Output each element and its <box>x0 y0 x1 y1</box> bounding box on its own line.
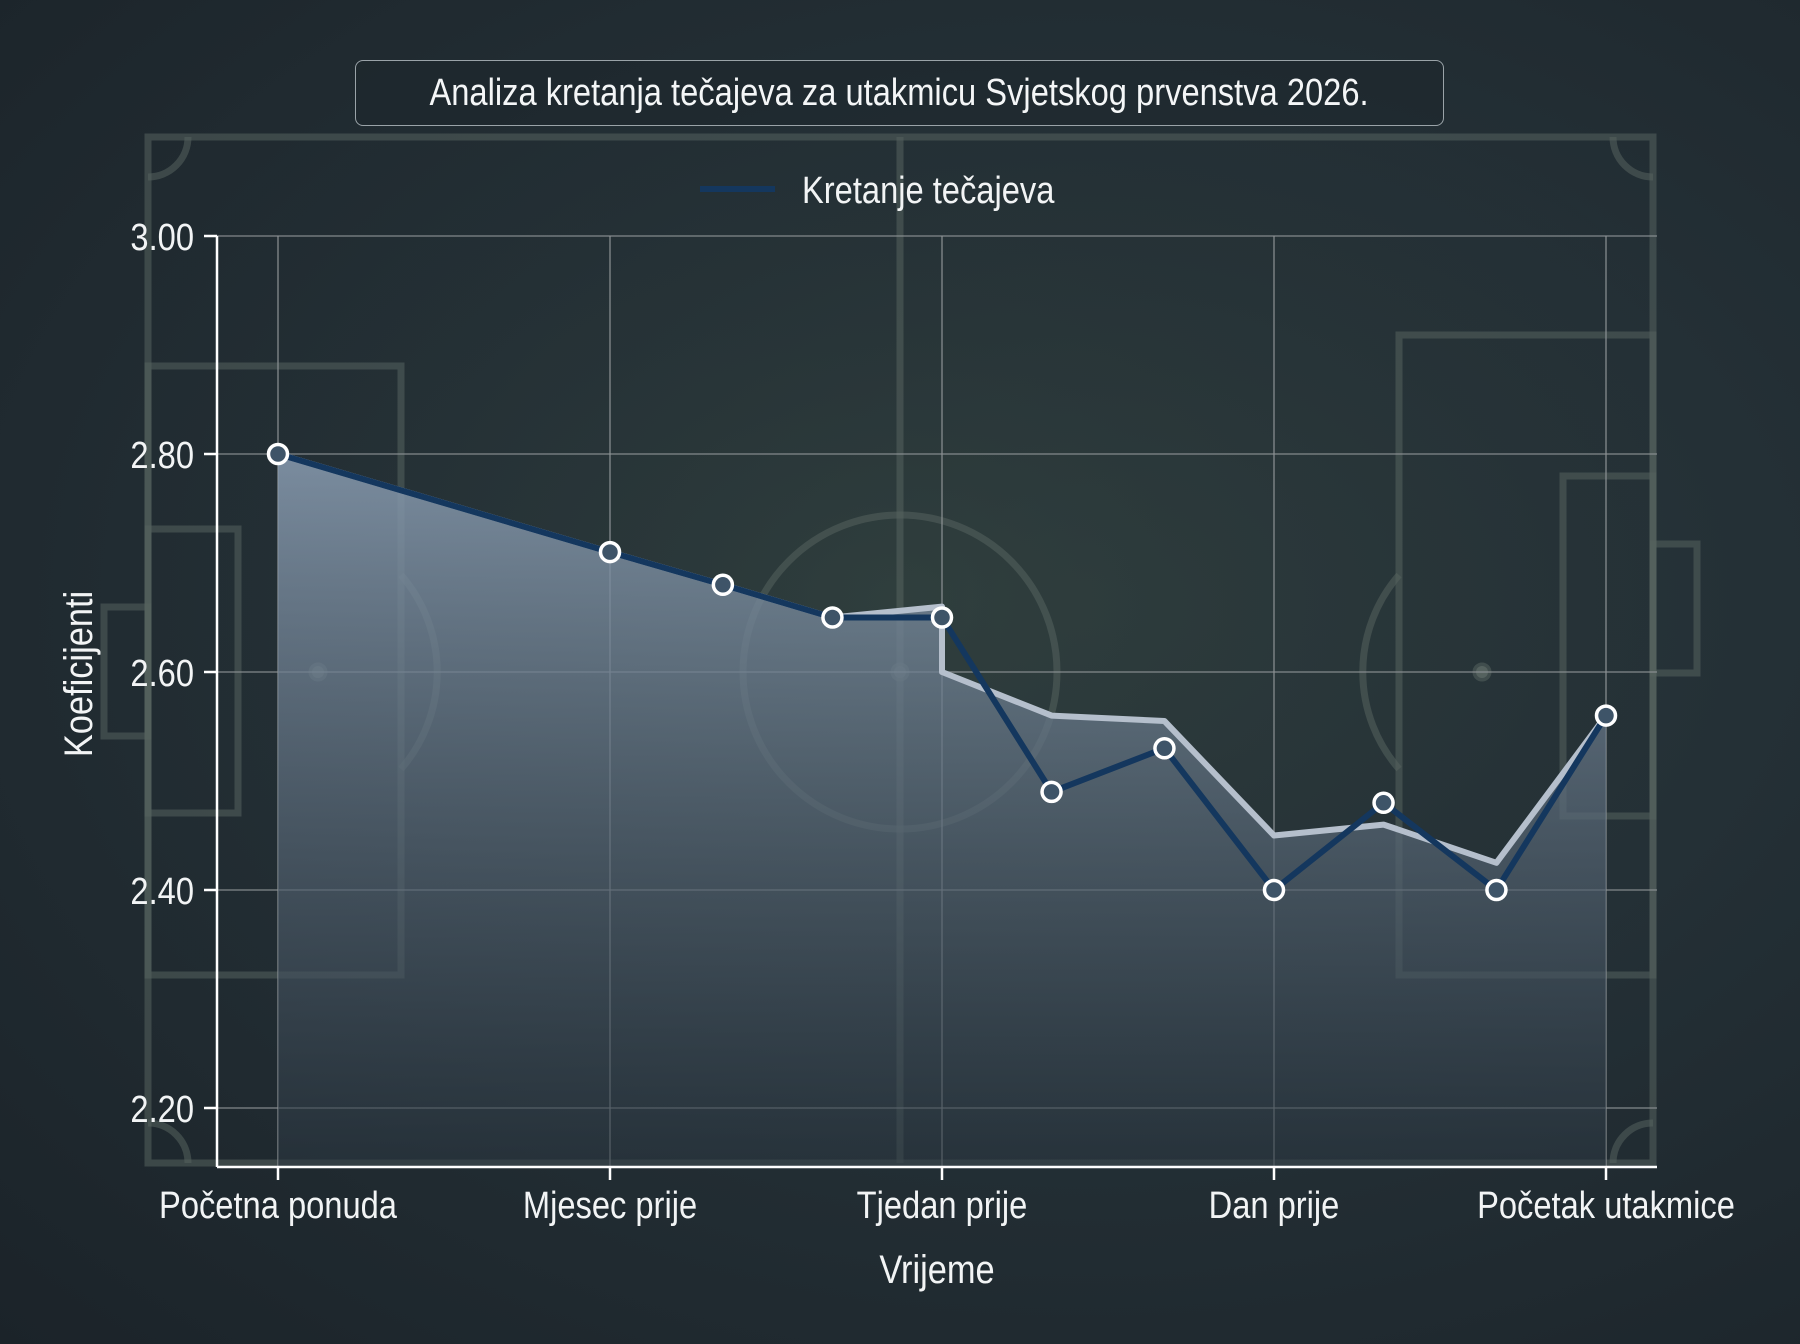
data-point-marker <box>266 442 290 466</box>
data-point-marker <box>1485 878 1508 902</box>
trend-area-fill <box>278 454 1606 1167</box>
corner-arc-bl <box>147 1119 192 1164</box>
x-tick-label: Dan prije <box>1209 1184 1340 1227</box>
corner-arc-tr <box>1609 136 1654 181</box>
y-tick-label: 2.20 <box>130 1088 194 1131</box>
corner-arc-br <box>1609 1119 1654 1164</box>
y-tick-label: 3.00 <box>130 216 194 259</box>
y-tick-label: 2.80 <box>130 434 194 477</box>
legend-label: Kretanje tečajeva <box>802 169 1055 212</box>
legend: Kretanje tečajeva <box>700 169 1055 212</box>
y-tick-label: 2.60 <box>130 652 194 695</box>
odds-markers <box>266 442 1618 902</box>
data-point-marker <box>711 573 735 597</box>
x-tick-label: Tjedan prije <box>857 1184 1028 1227</box>
data-point-marker <box>1040 780 1063 804</box>
right-goal <box>1649 540 1701 677</box>
corner-arc-tl <box>147 136 192 181</box>
data-point-marker <box>1153 737 1176 760</box>
x-tick-label: Mjesec prije <box>523 1184 697 1227</box>
data-point-marker <box>1372 791 1395 815</box>
x-tick-label: Početna ponuda <box>159 1184 397 1227</box>
data-point-marker <box>1594 704 1618 727</box>
data-point-marker <box>821 606 844 629</box>
x-axis-ticks: Početna ponuda Mjesec prije Tjedan prije Da… <box>159 1167 1735 1227</box>
y-axis-label: Koeficijenti <box>56 591 101 757</box>
data-point-marker <box>1262 878 1286 902</box>
axes <box>215 236 1657 1169</box>
x-axis-label: Vrijeme <box>879 1247 994 1292</box>
data-point-marker <box>930 606 954 629</box>
y-axis-ticks: 3.00 2.80 2.60 2.40 2.20 <box>130 216 217 1131</box>
x-tick-label: Početak utakmice <box>1477 1184 1735 1227</box>
data-point-marker <box>598 540 622 564</box>
chart-title: Analiza kretanja tečajeva za utakmicu Sv… <box>429 71 1370 114</box>
y-tick-label: 2.40 <box>130 870 194 913</box>
chart-title-box: Analiza kretanja tečajeva za utakmicu Sv… <box>355 60 1444 126</box>
left-goal <box>100 603 152 740</box>
